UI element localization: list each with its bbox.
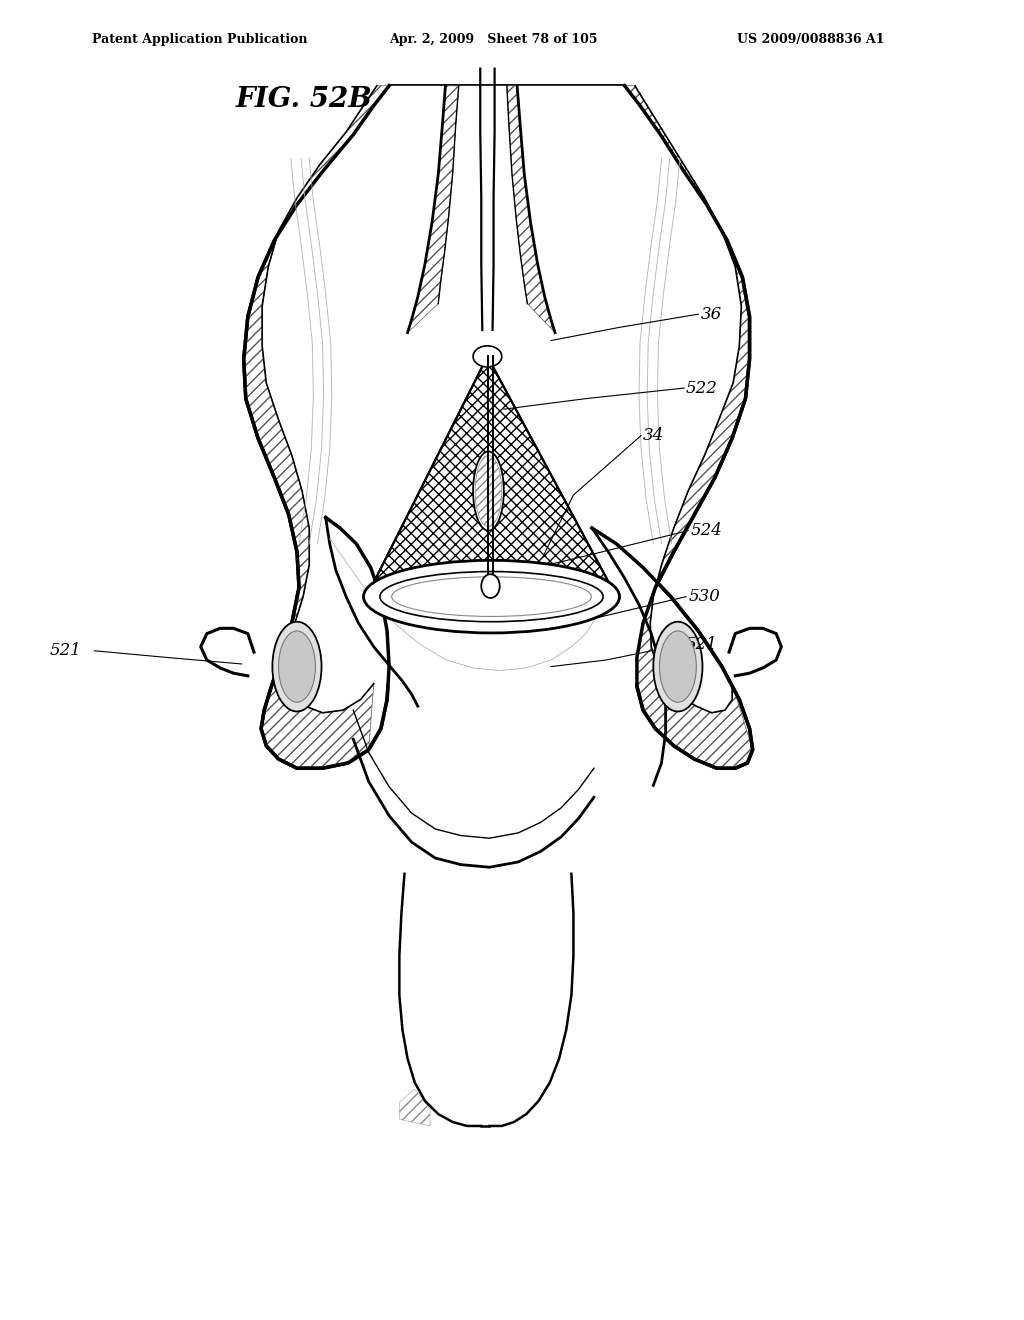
Ellipse shape — [391, 577, 592, 616]
Ellipse shape — [272, 622, 322, 711]
Ellipse shape — [653, 622, 702, 711]
Text: 524: 524 — [690, 523, 722, 539]
Text: Apr. 2, 2009   Sheet 78 of 105: Apr. 2, 2009 Sheet 78 of 105 — [389, 33, 598, 46]
Text: 34: 34 — [643, 428, 665, 444]
Circle shape — [481, 574, 500, 598]
Text: 521: 521 — [686, 636, 718, 652]
Text: 530: 530 — [688, 589, 720, 605]
Ellipse shape — [364, 560, 620, 634]
Text: Patent Application Publication: Patent Application Publication — [92, 33, 307, 46]
Text: 36: 36 — [700, 306, 722, 322]
Ellipse shape — [279, 631, 315, 702]
Polygon shape — [244, 86, 753, 768]
Text: 522: 522 — [686, 380, 718, 396]
Text: US 2009/0088836 A1: US 2009/0088836 A1 — [737, 33, 885, 46]
Ellipse shape — [380, 572, 603, 622]
Text: 521: 521 — [50, 643, 82, 659]
Ellipse shape — [473, 346, 502, 367]
Polygon shape — [367, 356, 616, 597]
Polygon shape — [262, 86, 741, 713]
Ellipse shape — [659, 631, 696, 702]
Text: FIG. 52B: FIG. 52B — [236, 86, 373, 112]
Ellipse shape — [473, 451, 504, 531]
